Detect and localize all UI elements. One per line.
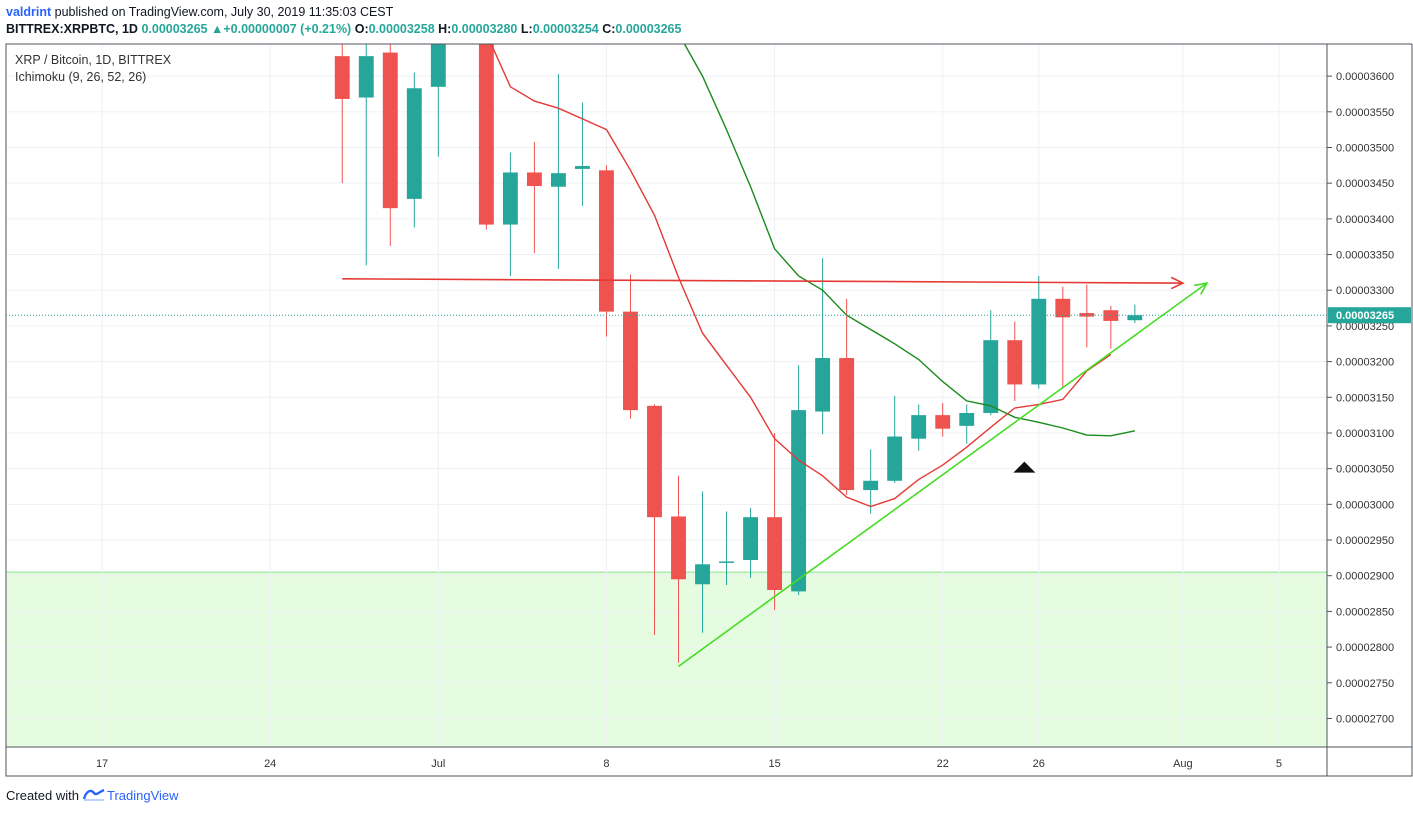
price-tick-label: 0.00003200 (1336, 357, 1394, 369)
candle-body (743, 517, 759, 561)
price-tick-label: 0.00002750 (1336, 678, 1394, 690)
price-tick-label: 0.00003250 (1336, 321, 1394, 333)
series-layer (334, 44, 1209, 667)
tradingview-brand-link[interactable]: TradingView (106, 788, 179, 803)
marker-triangle-icon (1013, 461, 1036, 473)
time-tick-label: 15 (768, 758, 780, 770)
price-tick-label: 0.00003300 (1336, 285, 1394, 297)
support-trend-line-arrowhead (1193, 282, 1209, 295)
price-tick-label: 0.00003100 (1336, 428, 1394, 440)
candle-body (887, 436, 903, 481)
footer: Created with TradingView (6, 787, 179, 804)
candle-body (526, 172, 542, 187)
candle-body (1055, 298, 1071, 318)
price-tick-label: 0.00003400 (1336, 214, 1394, 226)
price-tick-label: 0.00002700 (1336, 713, 1394, 725)
time-tick-label: 24 (264, 758, 276, 770)
price-tick-label: 0.00002950 (1336, 535, 1394, 547)
candle-body (502, 172, 518, 225)
chart-title: XRP / Bitcoin, 1D, BITTREX (15, 53, 172, 67)
candle-body (574, 166, 590, 169)
close-value: 0.00003265 (615, 22, 682, 36)
price-tick-label: 0.00003350 (1336, 250, 1394, 262)
candle-body (911, 415, 927, 439)
support-trend-line (678, 282, 1208, 667)
candle-body (839, 358, 855, 491)
price-tick-label: 0.00002800 (1336, 642, 1394, 654)
candle-body (430, 44, 446, 87)
low-label: L: (520, 22, 533, 36)
symbol-label: BITTREX:XRPBTC, 1D (6, 22, 138, 36)
candle-body (983, 340, 999, 413)
time-tick-label: 8 (603, 758, 609, 770)
support-zone (5, 571, 1328, 748)
high-value: 0.00003280 (451, 22, 518, 36)
publish-info: valdrint published on TradingView.com, J… (6, 4, 393, 20)
price-tick-label: 0.00003150 (1336, 392, 1394, 404)
price-tick-label: 0.00003450 (1336, 178, 1394, 190)
candle-body (1031, 298, 1047, 385)
published-text: published on TradingView.com, July 30, 2… (54, 5, 394, 19)
tradingview-logo-icon (82, 787, 105, 804)
open-value: 0.00003258 (368, 22, 435, 36)
price-tick-label: 0.00003050 (1336, 464, 1394, 476)
time-tick-label: 22 (937, 758, 949, 770)
candle-body (334, 56, 350, 99)
candle-body (863, 480, 879, 491)
change-up-icon: ▲ (210, 22, 224, 36)
candle-body (382, 52, 398, 209)
time-tick-label: Jul (431, 758, 445, 770)
candle-body (959, 412, 975, 426)
candle-body (478, 44, 494, 225)
candle-body (719, 561, 734, 563)
current-price-label: 0.00003265 (1336, 310, 1394, 322)
price-tick-label: 0.00003600 (1336, 71, 1394, 83)
price-tick-label: 0.00003500 (1336, 142, 1394, 154)
candle-body (647, 405, 662, 518)
price-change: +0.00000007 (+0.21%) (223, 22, 352, 36)
created-with-label: Created with (6, 788, 79, 803)
candle-body (550, 173, 566, 187)
kijun-sen-line (683, 44, 1136, 437)
time-tick-label: Aug (1173, 758, 1193, 770)
price-tick-label: 0.00003550 (1336, 107, 1394, 119)
candle-body (358, 56, 374, 98)
resistance-trend-line-arrowhead (1170, 276, 1185, 290)
candle-body (406, 88, 422, 199)
time-axis[interactable] (5, 746, 1413, 777)
price-tick-label: 0.00003000 (1336, 499, 1394, 511)
candle-body (815, 358, 831, 412)
candle-body (623, 311, 638, 411)
indicator-legend[interactable]: Ichimoku (9, 26, 52, 26) (15, 70, 147, 84)
time-tick-label: 26 (1033, 758, 1045, 770)
time-tick-label: 17 (96, 758, 108, 770)
time-tick-label: 5 (1276, 758, 1282, 770)
author-name[interactable]: valdrint (6, 5, 52, 19)
tenkan-sen-line (490, 44, 1112, 508)
candle-body (599, 170, 614, 312)
resistance-trend-line (342, 278, 1183, 284)
close-label: C: (602, 22, 616, 36)
candle-body (791, 410, 807, 592)
candle-body (671, 516, 686, 580)
current-price-badge (1328, 307, 1411, 324)
low-value: 0.00003254 (532, 22, 599, 36)
candle-body (935, 415, 951, 429)
candle-body (1127, 315, 1143, 321)
ohlc-header: BITTREX:XRPBTC, 1D 0.00003265 ▲+0.000000… (6, 21, 681, 37)
open-label: O: (354, 22, 369, 36)
last-price: 0.00003265 (141, 22, 208, 36)
price-tick-label: 0.00002850 (1336, 606, 1394, 618)
candle-body (695, 564, 710, 585)
candle-body (767, 517, 783, 590)
price-tick-label: 0.00002900 (1336, 571, 1394, 583)
candle-body (1007, 340, 1023, 385)
high-label: H: (438, 22, 452, 36)
